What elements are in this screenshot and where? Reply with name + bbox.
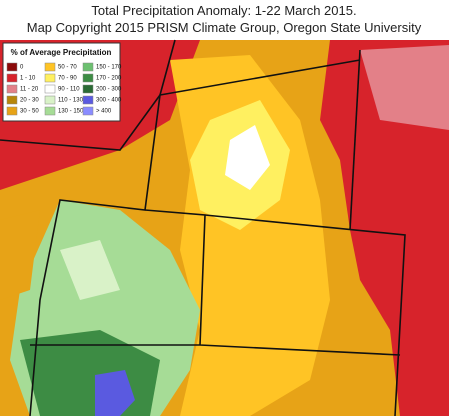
map-region xyxy=(60,240,120,300)
legend-swatch xyxy=(82,62,94,72)
title-line: Total Precipitation Anomaly: 1-22 March … xyxy=(91,3,356,18)
legend-swatch xyxy=(6,62,18,72)
legend-box xyxy=(2,42,121,122)
legend-label: 50 - 70 xyxy=(58,65,77,71)
legend-label: 90 - 110 xyxy=(58,87,80,93)
legend-label: 150 - 170 xyxy=(96,65,122,71)
legend-label: 130 - 150 xyxy=(58,109,84,115)
legend-swatch xyxy=(6,73,18,83)
state-border xyxy=(29,39,406,416)
state-border xyxy=(0,94,161,151)
legend-label: 11 - 20 xyxy=(20,87,39,93)
legend-swatch xyxy=(82,95,94,105)
legend-label: 170 - 200 xyxy=(96,76,122,82)
legend-swatch xyxy=(82,73,94,83)
legend-swatch xyxy=(44,73,56,83)
legend-label: 20 - 30 xyxy=(20,98,39,104)
legend-label: 200 - 300 xyxy=(96,87,122,93)
map-region xyxy=(360,45,449,130)
legend-label: 0 xyxy=(20,65,24,71)
map xyxy=(0,39,449,416)
legend-swatch xyxy=(6,106,18,116)
legend-swatch xyxy=(6,84,18,94)
map-region xyxy=(95,370,135,416)
legend-label: > 400 xyxy=(96,109,112,115)
legend: % of Average Precipitation 0 1 - 10 11 - 2… xyxy=(2,42,122,122)
legend-title: % of Average Precipitation xyxy=(11,48,112,57)
title-line: Map Copyright 2015 PRISM Climate Group, … xyxy=(27,20,422,35)
legend-swatch xyxy=(6,95,18,105)
map-region xyxy=(225,125,270,190)
legend-label: 1 - 10 xyxy=(20,76,36,82)
legend-swatch xyxy=(44,62,56,72)
legend-swatch xyxy=(44,106,56,116)
legend-swatch xyxy=(82,106,94,116)
map-region xyxy=(0,210,40,300)
map-region xyxy=(320,40,449,416)
legend-label: 300 - 400 xyxy=(96,98,122,104)
legend-swatch xyxy=(44,95,56,105)
legend-label: 30 - 50 xyxy=(20,109,39,115)
state-border xyxy=(349,49,361,231)
legend-label: 70 - 90 xyxy=(58,76,77,82)
legend-label: 110 - 130 xyxy=(58,98,84,104)
legend-swatch xyxy=(44,84,56,94)
legend-swatch xyxy=(82,84,94,94)
